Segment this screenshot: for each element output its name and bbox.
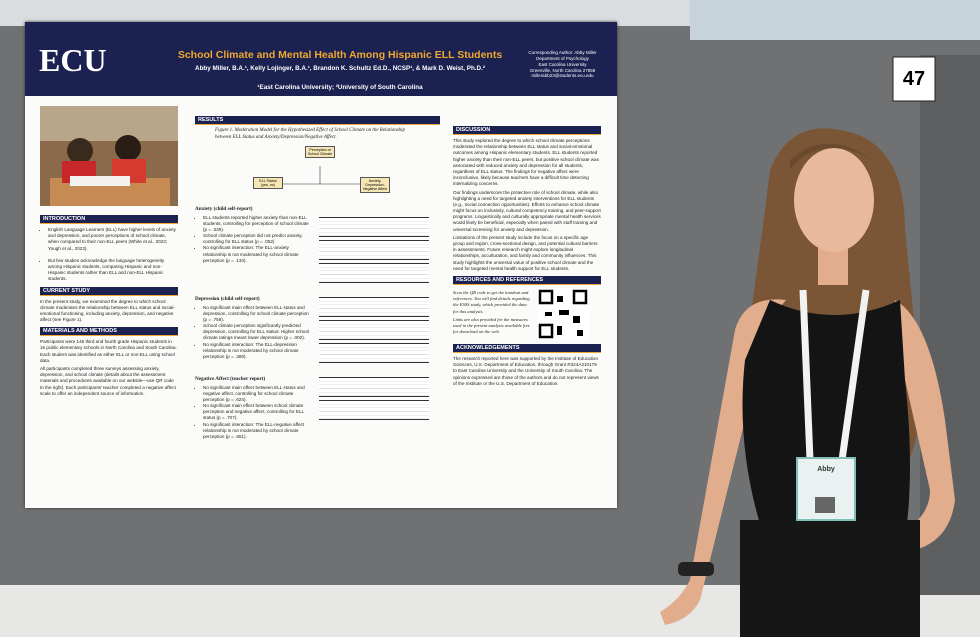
contact-line: Greenville, North Carolina 27858	[529, 67, 596, 73]
bullet: No significant main effect between ELL s…	[203, 305, 313, 324]
bullet: No significant interaction: The ELL-nega…	[203, 422, 313, 441]
bullet: No significant interaction: The ELL-anxi…	[203, 245, 313, 264]
affiliations: ¹East Carolina University; ²University o…	[257, 84, 423, 91]
figure-caption: Figure 1. Moderation Model for the Hypot…	[215, 128, 406, 140]
tables	[319, 374, 429, 443]
paragraph: Scan the QR code to get the handout and …	[453, 289, 530, 314]
subheading: Anxiety (child self-report)	[195, 205, 253, 212]
poster-header	[25, 22, 617, 96]
board-number: 47	[902, 68, 926, 90]
paragraph: Our findings underscore the protective r…	[453, 189, 601, 232]
results-column: RESULTS Figure 1. Moderation Model for t…	[195, 112, 440, 442]
results-block: Anxiety (child self-report) ELL students…	[195, 204, 440, 286]
section-heading: ACKNOWLEDGEMENTS	[453, 343, 601, 353]
bullet: No significant interaction: The ELL-depr…	[203, 342, 313, 361]
right-column: DISCUSSION This study explored the degre…	[453, 122, 601, 389]
figure: Perception of School Climate ELL Status …	[195, 144, 440, 204]
contact-line: Corresponding Author: Abby Miller	[528, 50, 597, 55]
figure-node: ELL Status (yes, no)	[253, 176, 283, 189]
figure-node: Anxiety, Depression, Negative Affect	[360, 176, 390, 193]
subheading: Negative Affect (teacher report)	[195, 375, 266, 382]
logo: ECU	[39, 42, 107, 78]
results-block: Depression (child self-report) No signif…	[195, 294, 440, 366]
bullet: No significant main effect between schoo…	[203, 403, 313, 422]
section-heading: RESOURCES AND REFERENCES	[453, 275, 601, 285]
qr-code	[537, 287, 589, 340]
paragraph: Links are also provided for the measures…	[453, 316, 530, 335]
results-block: Negative Affect (teacher report) No sign…	[195, 374, 440, 443]
bullet: School climate perception significantly …	[203, 323, 313, 342]
bullet: English Language Learners (ELL) have hig…	[48, 227, 178, 252]
bullet: School climate perception did not predic…	[203, 233, 313, 245]
bullet: No significant main effect between ELL s…	[203, 385, 313, 404]
paragraph: This study explored the degree to which …	[453, 138, 599, 187]
section-heading: CURRENT STUDY	[40, 286, 178, 296]
bullet: But few studies acknowledge the language…	[48, 258, 178, 283]
section-heading: INTRODUCTION	[40, 215, 178, 224]
poster-title: School Climate and Mental Health Among H…	[177, 49, 503, 61]
paragraph: Limitations of the present study include…	[453, 234, 598, 271]
section-heading: RESULTS	[195, 116, 440, 125]
badge-name: Abby	[817, 466, 835, 473]
tables	[319, 204, 429, 286]
paragraph: All participants completed three surveys…	[40, 366, 176, 396]
classroom-photo	[40, 106, 178, 206]
paragraph: In the present study, we examined the de…	[40, 298, 175, 323]
paragraph: Participants were 146 third and fourth g…	[40, 339, 177, 363]
authors: Abby Miller, B.A.¹, Kelly Lojinger, B.A.…	[195, 65, 485, 72]
bullet: ELL students reported higher anxiety tha…	[203, 215, 313, 234]
figure-node: Perception of School Climate	[305, 145, 335, 158]
subheading: Depression (child self-report)	[195, 295, 260, 302]
contact: Corresponding Author: Abby Miller Depart…	[515, 50, 610, 79]
section-heading: DISCUSSION	[453, 126, 601, 135]
left-column: INTRODUCTION English Language Learners (…	[40, 106, 178, 399]
contact-line: East Carolina University	[538, 61, 587, 67]
contact-line: millerabb23@students.ecu.edu	[531, 73, 594, 79]
paragraph: The research reported here was supported…	[453, 355, 599, 386]
poster: ECU School Climate and Mental Health Amo…	[25, 22, 617, 508]
figure-lines	[280, 165, 360, 184]
tables	[319, 294, 429, 366]
section-heading: MATERIALS AND METHODS	[40, 327, 178, 337]
contact-line: Department of Psychology	[536, 55, 589, 61]
